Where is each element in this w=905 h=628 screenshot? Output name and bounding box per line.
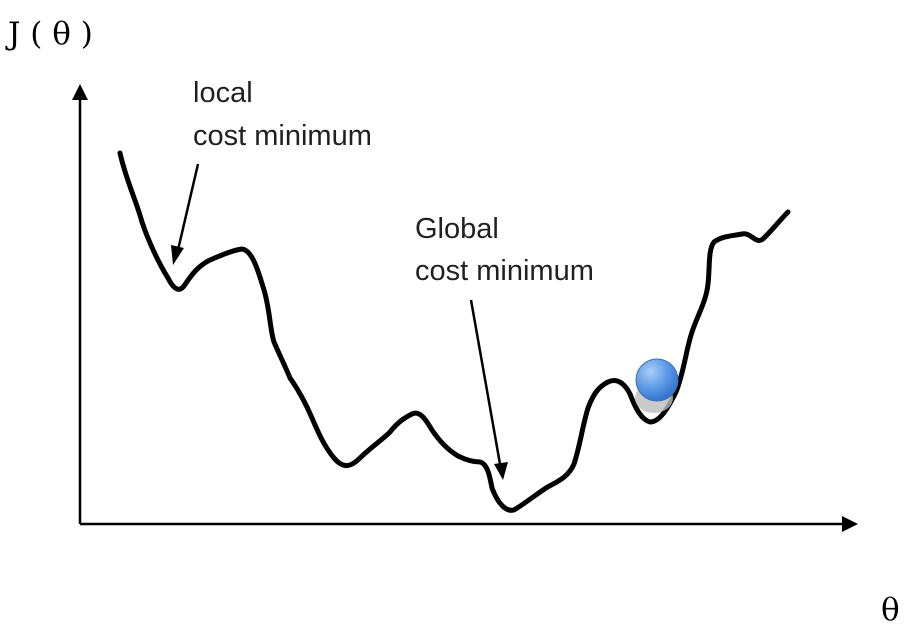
y-axis-label: J ( θ ) — [5, 16, 93, 52]
cost-curve — [117, 150, 791, 513]
y-axis-arrowhead — [72, 84, 88, 100]
global-minimum-pointer — [469, 299, 502, 465]
global-minimum-label-line1: Global — [415, 213, 499, 245]
ball — [635, 358, 679, 402]
local-minimum-pointer — [176, 163, 200, 251]
local-minimum-label-line1: local — [193, 77, 253, 109]
x-axis-label: θ — [881, 592, 900, 628]
local-minimum-arrowhead — [171, 245, 184, 265]
local-minimum-label-line2: cost minimum — [193, 120, 372, 152]
x-axis-arrowhead — [842, 516, 858, 532]
global-minimum-label-line2: cost minimum — [415, 255, 594, 287]
global-minimum-arrowhead — [494, 462, 508, 480]
